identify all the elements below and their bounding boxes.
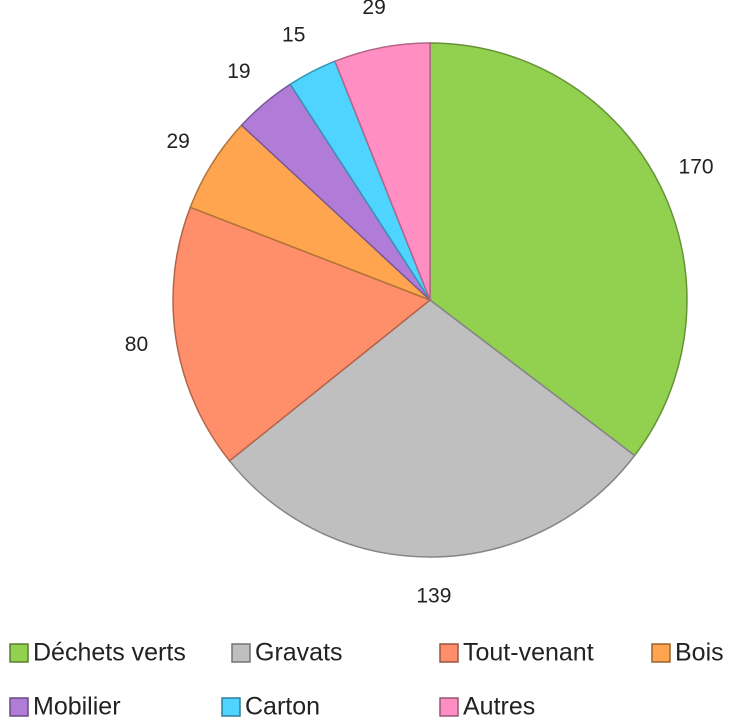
legend-swatch	[439, 643, 459, 663]
legend-label: Gravats	[255, 639, 343, 667]
legend-swatch	[9, 643, 29, 663]
data-label: 19	[227, 60, 250, 83]
data-label: 29	[362, 0, 385, 19]
legend-label: Tout-venant	[463, 639, 594, 667]
data-label: 139	[416, 585, 451, 608]
pie-slice	[172, 206, 432, 462]
legend-swatch	[231, 643, 251, 663]
pie-slice	[228, 299, 636, 558]
pie-slice	[333, 42, 431, 301]
data-label: 80	[125, 333, 148, 356]
legend-swatch	[221, 697, 241, 717]
legend-label: Carton	[245, 693, 320, 721]
data-label: 29	[166, 130, 189, 153]
legend-label: Déchets verts	[33, 639, 186, 667]
data-label: 15	[282, 24, 305, 47]
legend-label: Mobilier	[33, 693, 121, 721]
data-label: 170	[679, 156, 714, 179]
pie-slice	[429, 42, 688, 457]
legend-swatch	[439, 697, 459, 717]
legend-swatch	[651, 643, 671, 663]
legend-label: Bois	[675, 639, 724, 667]
legend-swatch	[9, 697, 29, 717]
legend-label: Autres	[463, 693, 535, 721]
